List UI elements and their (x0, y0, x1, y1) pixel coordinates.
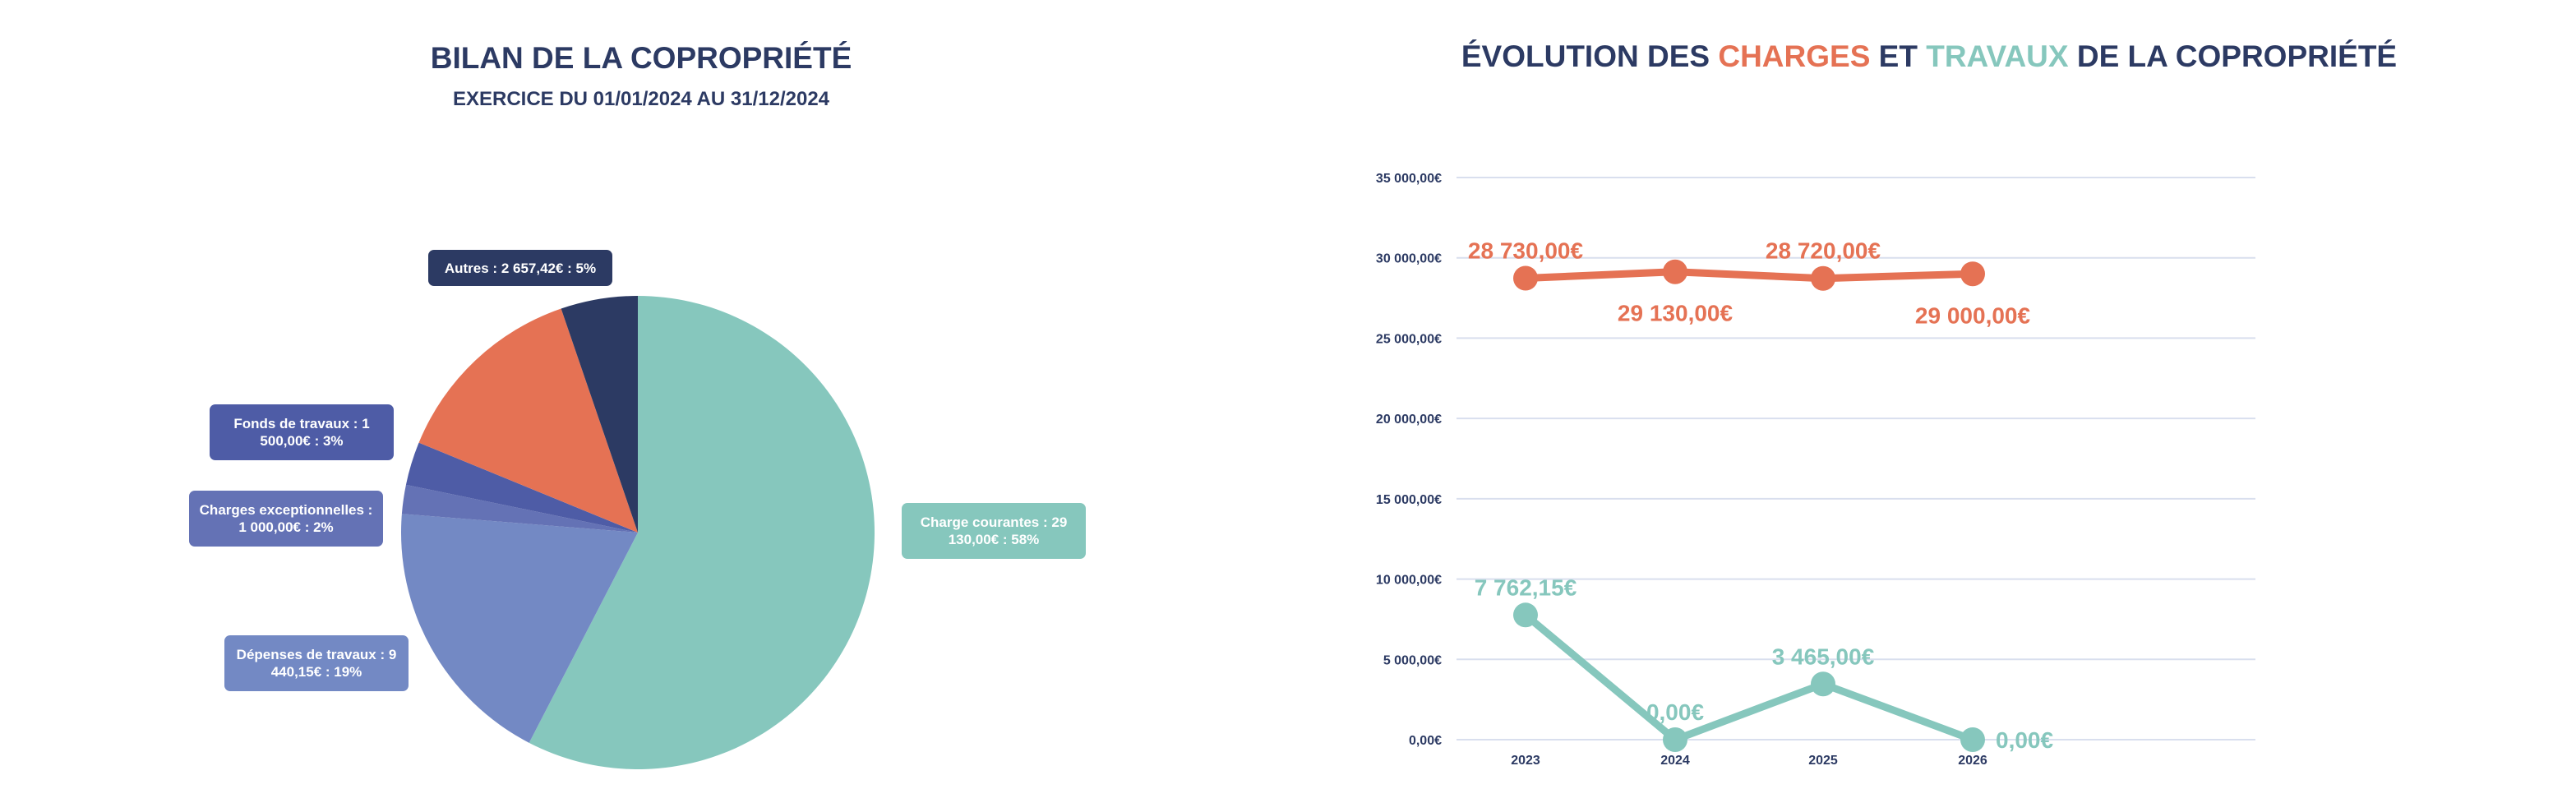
pie-slice-charges-exceptionnelles (401, 484, 638, 533)
y-tick-label: 25 000,00€ (1376, 332, 1442, 346)
pie-slice-fonds-de-travaux (405, 442, 638, 533)
data-label-travaux: 3 465,00€ (1772, 644, 1875, 669)
data-point-travaux (1513, 602, 1538, 628)
data-point-charges (1513, 265, 1538, 291)
pie-data-label: Autres : 2 657,42€ : 5% (428, 250, 612, 286)
y-tick-label: 15 000,00€ (1376, 493, 1442, 507)
x-tick-label: 2025 (1808, 754, 1838, 768)
title-charges-word: CHARGES (1718, 39, 1871, 73)
title-travaux-word: TRAVAUX (1926, 39, 2069, 73)
pie-slice-non-labelled (418, 308, 638, 533)
series-line-travaux (1521, 611, 1977, 744)
data-point-charges (1663, 259, 1687, 284)
pie-chart (400, 296, 875, 769)
data-label-charges: 28 730,00€ (1468, 238, 1584, 264)
line-chart-title: ÉVOLUTION DES CHARGES ET TRAVAUX DE LA C… (1282, 39, 2576, 74)
pie-slice-d-penses-de-travaux (400, 514, 638, 743)
data-point-charges (1960, 261, 1985, 287)
y-tick-label: 30 000,00€ (1376, 252, 1442, 266)
data-label-travaux: 7 762,15€ (1475, 574, 1577, 600)
x-tick-label: 2023 (1511, 754, 1540, 768)
pie-slice-charge-courantes (529, 296, 875, 769)
title-part-1: ÉVOLUTION DES (1461, 39, 1719, 73)
y-tick-label: 5 000,00€ (1383, 653, 1442, 667)
pie-slice-autres (561, 296, 638, 533)
data-point-travaux (1811, 671, 1835, 697)
y-tick-label: 0,00€ (1409, 734, 1442, 748)
data-label-travaux: 0,00€ (1646, 699, 1704, 725)
pie-data-label: Charge courantes : 29 130,00€ : 58% (902, 503, 1086, 559)
pie-chart-subtitle: EXERCICE DU 01/01/2024 AU 31/12/2024 (452, 88, 830, 110)
data-label-charges: 29 130,00€ (1618, 301, 1733, 326)
pie-data-label: Dépenses de travaux : 9 440,15€ : 19% (224, 635, 409, 691)
data-point-charges (1811, 265, 1835, 291)
y-tick-label: 10 000,00€ (1376, 574, 1442, 588)
pie-data-label: Fonds de travaux : 1 500,00€ : 3% (210, 404, 394, 460)
title-part-3: ET (1870, 39, 1927, 73)
x-tick-label: 2024 (1660, 754, 1690, 768)
data-label-travaux: 0,00€ (1996, 727, 2053, 753)
x-tick-label: 2026 (1958, 754, 1987, 768)
data-label-charges: 29 000,00€ (1915, 302, 2031, 328)
pie-data-label: Charges exceptionnelles : 1 000,00€ : 2% (189, 491, 383, 547)
data-point-travaux (1663, 727, 1687, 752)
y-tick-label: 35 000,00€ (1376, 172, 1442, 186)
title-part-5: DE LA COPROPRIÉTÉ (2068, 39, 2398, 73)
data-point-travaux (1960, 727, 1985, 752)
pie-chart-title: BILAN DE LA COPROPRIÉTÉ (430, 41, 852, 75)
series-line-charges (1521, 268, 1977, 283)
y-tick-label: 20 000,00€ (1376, 413, 1442, 427)
data-label-charges: 28 720,00€ (1766, 238, 1881, 264)
